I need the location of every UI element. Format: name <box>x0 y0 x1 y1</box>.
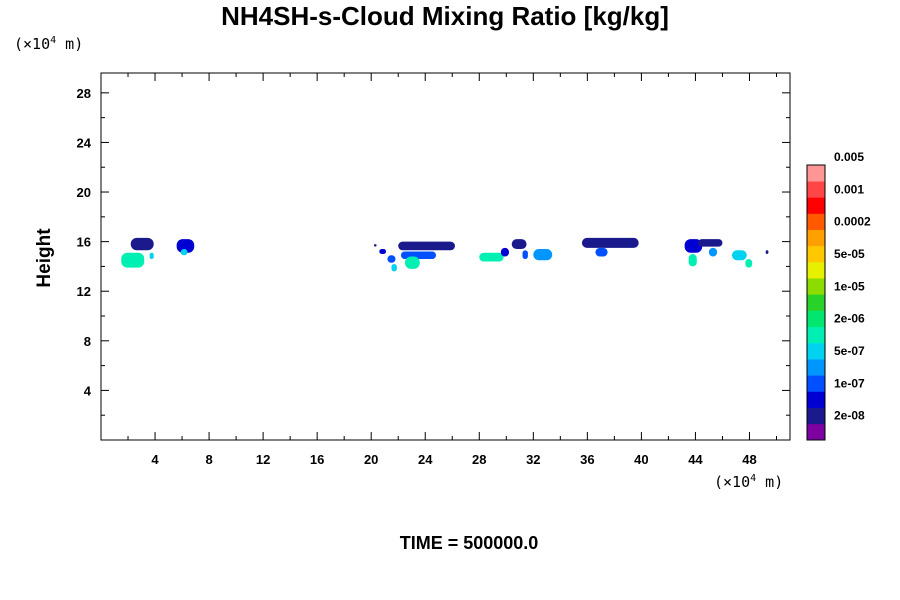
cloud-patch-6 <box>373 244 377 247</box>
cloud-patch-15 <box>511 239 527 250</box>
cloud-patch-16 <box>522 250 528 259</box>
x-tick-label: 48 <box>742 452 756 467</box>
x-tick-label: 4 <box>151 452 159 467</box>
colorbar-swatch <box>807 278 825 295</box>
cloud-patch-10 <box>398 241 455 251</box>
cloud-patch-14 <box>500 247 509 257</box>
colorbar-frame <box>806 164 826 441</box>
colorbar-label: 5e-05 <box>834 247 865 261</box>
colorbar-swatch <box>807 245 825 263</box>
cloud-patch-8 <box>387 255 396 263</box>
cloud-patch-3 <box>149 252 154 259</box>
cloud-patch-5 <box>180 249 188 256</box>
x-tick-label: 44 <box>688 452 703 467</box>
y-unit-suffix: m) <box>56 35 83 53</box>
y-axis-unit: (×104 m) <box>14 35 83 53</box>
cloud-patch-18 <box>581 237 639 248</box>
y-tick-label: 28 <box>77 86 91 101</box>
x-unit-exponent: 4 <box>750 473 756 484</box>
x-unit-suffix: m) <box>756 473 783 491</box>
colorbar-swatch <box>807 375 825 392</box>
colorbar-label: 0.001 <box>834 182 864 196</box>
colorbar-swatch <box>807 407 825 425</box>
colorbar-swatch <box>807 165 825 182</box>
chart-title: NH4SH-s-Cloud Mixing Ratio [kg/kg] <box>221 1 669 31</box>
y-axis-ticks: 4 8 12 16 20 24 28 <box>77 86 790 416</box>
x-axis-unit: (×104 m) <box>714 473 783 491</box>
plot-frame <box>100 72 791 441</box>
colorbar-swatch <box>807 294 825 311</box>
cloud-patch-26 <box>765 250 769 255</box>
cloud-patch-11 <box>400 251 437 259</box>
cloud-patch-4 <box>176 239 195 253</box>
colorbar-swatch <box>807 197 825 214</box>
cloud-patch-21 <box>688 254 697 267</box>
colorbar-swatch <box>807 359 825 376</box>
x-tick-label: 16 <box>310 452 324 467</box>
colorbar-swatch <box>807 310 825 328</box>
colorbar-swatch <box>807 262 825 279</box>
cloud-patch-24 <box>731 250 747 261</box>
y-tick-label: 20 <box>77 185 91 200</box>
colorbar-swatch <box>807 391 825 408</box>
cloud-layer <box>121 237 769 272</box>
x-axis-ticks: 4 8 12 16 20 24 28 32 36 40 44 48 <box>127 73 777 467</box>
x-tick-label: 12 <box>256 452 270 467</box>
colorbar-label: 2e-06 <box>834 312 865 326</box>
colorbar-label: 0.0002 <box>834 215 871 229</box>
colorbar-label: 5e-07 <box>834 344 865 358</box>
colorbar-swatch <box>807 229 825 247</box>
colorbar-swatch <box>807 423 825 441</box>
colorbar-swatch <box>807 213 825 231</box>
colorbar: 2e-08 1e-07 5e-07 2e-06 1e-05 5e-05 0.0002 0.00… <box>806 150 871 441</box>
cloud-patch-19 <box>595 247 608 257</box>
cloud-patch-12 <box>404 256 420 269</box>
cloud-patch-25 <box>745 258 753 268</box>
y-tick-label: 4 <box>84 383 92 398</box>
x-tick-label: 36 <box>580 452 594 467</box>
y-tick-label: 24 <box>77 135 92 150</box>
x-tick-label: 8 <box>205 452 212 467</box>
colorbar-label: 0.005 <box>834 150 864 164</box>
cloud-patch-13 <box>479 252 504 262</box>
x-tick-label: 28 <box>472 452 486 467</box>
cloud-patch-7 <box>379 249 387 255</box>
y-unit-exponent: 4 <box>50 35 56 46</box>
y-tick-label: 12 <box>77 284 91 299</box>
cloud-patch-1 <box>130 237 154 251</box>
x-tick-label: 40 <box>634 452 648 467</box>
x-tick-label: 24 <box>418 452 433 467</box>
colorbar-swatch <box>807 342 825 360</box>
colorbar-label: 2e-08 <box>834 409 865 423</box>
x-tick-label: 20 <box>364 452 378 467</box>
y-unit-prefix: (×10 <box>14 35 50 53</box>
cloud-patch-17 <box>533 249 553 261</box>
colorbar-swatch <box>807 326 825 344</box>
colorbar-swatch <box>807 181 825 198</box>
cloud-patch-20 <box>684 239 703 253</box>
cloud-patch-22 <box>698 239 723 247</box>
y-axis-label: Height <box>34 228 55 288</box>
cloud-patch-9 <box>391 263 397 272</box>
colorbar-label: 1e-07 <box>834 376 865 390</box>
y-tick-label: 8 <box>84 334 91 349</box>
y-tick-label: 16 <box>77 235 91 250</box>
x-tick-label: 32 <box>526 452 540 467</box>
cloud-patch-2 <box>121 252 145 268</box>
cloud-patch-23 <box>708 247 718 257</box>
time-label: TIME = 500000.0 <box>400 533 539 553</box>
x-unit-prefix: (×10 <box>714 473 750 491</box>
colorbar-label: 1e-05 <box>834 279 865 293</box>
